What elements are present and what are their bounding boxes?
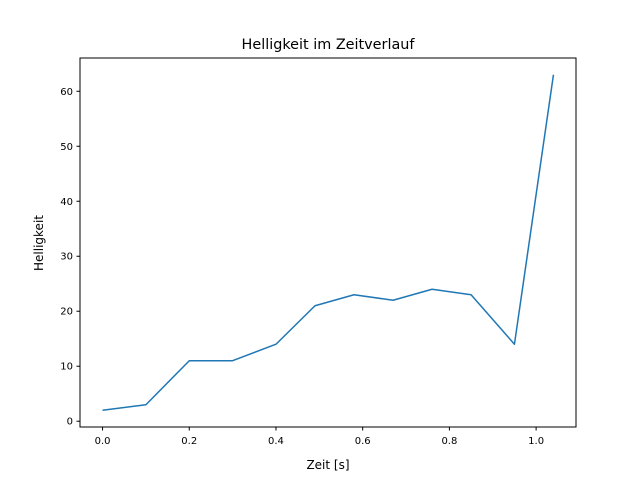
y-tick-label: 0 <box>67 417 73 428</box>
y-tick-label: 10 <box>60 362 73 373</box>
plot-frame <box>79 57 577 428</box>
x-axis-label: Zeit [s] <box>306 458 349 472</box>
x-tick-label: 1.0 <box>528 436 544 447</box>
chart-title: Helligkeit im Zeitverlauf <box>242 37 416 53</box>
y-tick-label: 40 <box>60 197 73 208</box>
y-tick-label: 20 <box>60 307 73 318</box>
y-tick-label: 30 <box>60 252 73 263</box>
x-tick-label: 0.2 <box>181 436 197 447</box>
y-tick-label: 60 <box>60 87 73 98</box>
series-line <box>102 74 555 411</box>
y-tick-label: 50 <box>60 142 73 153</box>
x-tick-label: 0.6 <box>355 436 371 447</box>
x-tick-label: 0.8 <box>441 436 457 447</box>
y-axis-label: Helligkeit <box>32 215 46 271</box>
x-tick-label: 0.0 <box>95 436 111 447</box>
x-tick-label: 0.4 <box>268 436 284 447</box>
